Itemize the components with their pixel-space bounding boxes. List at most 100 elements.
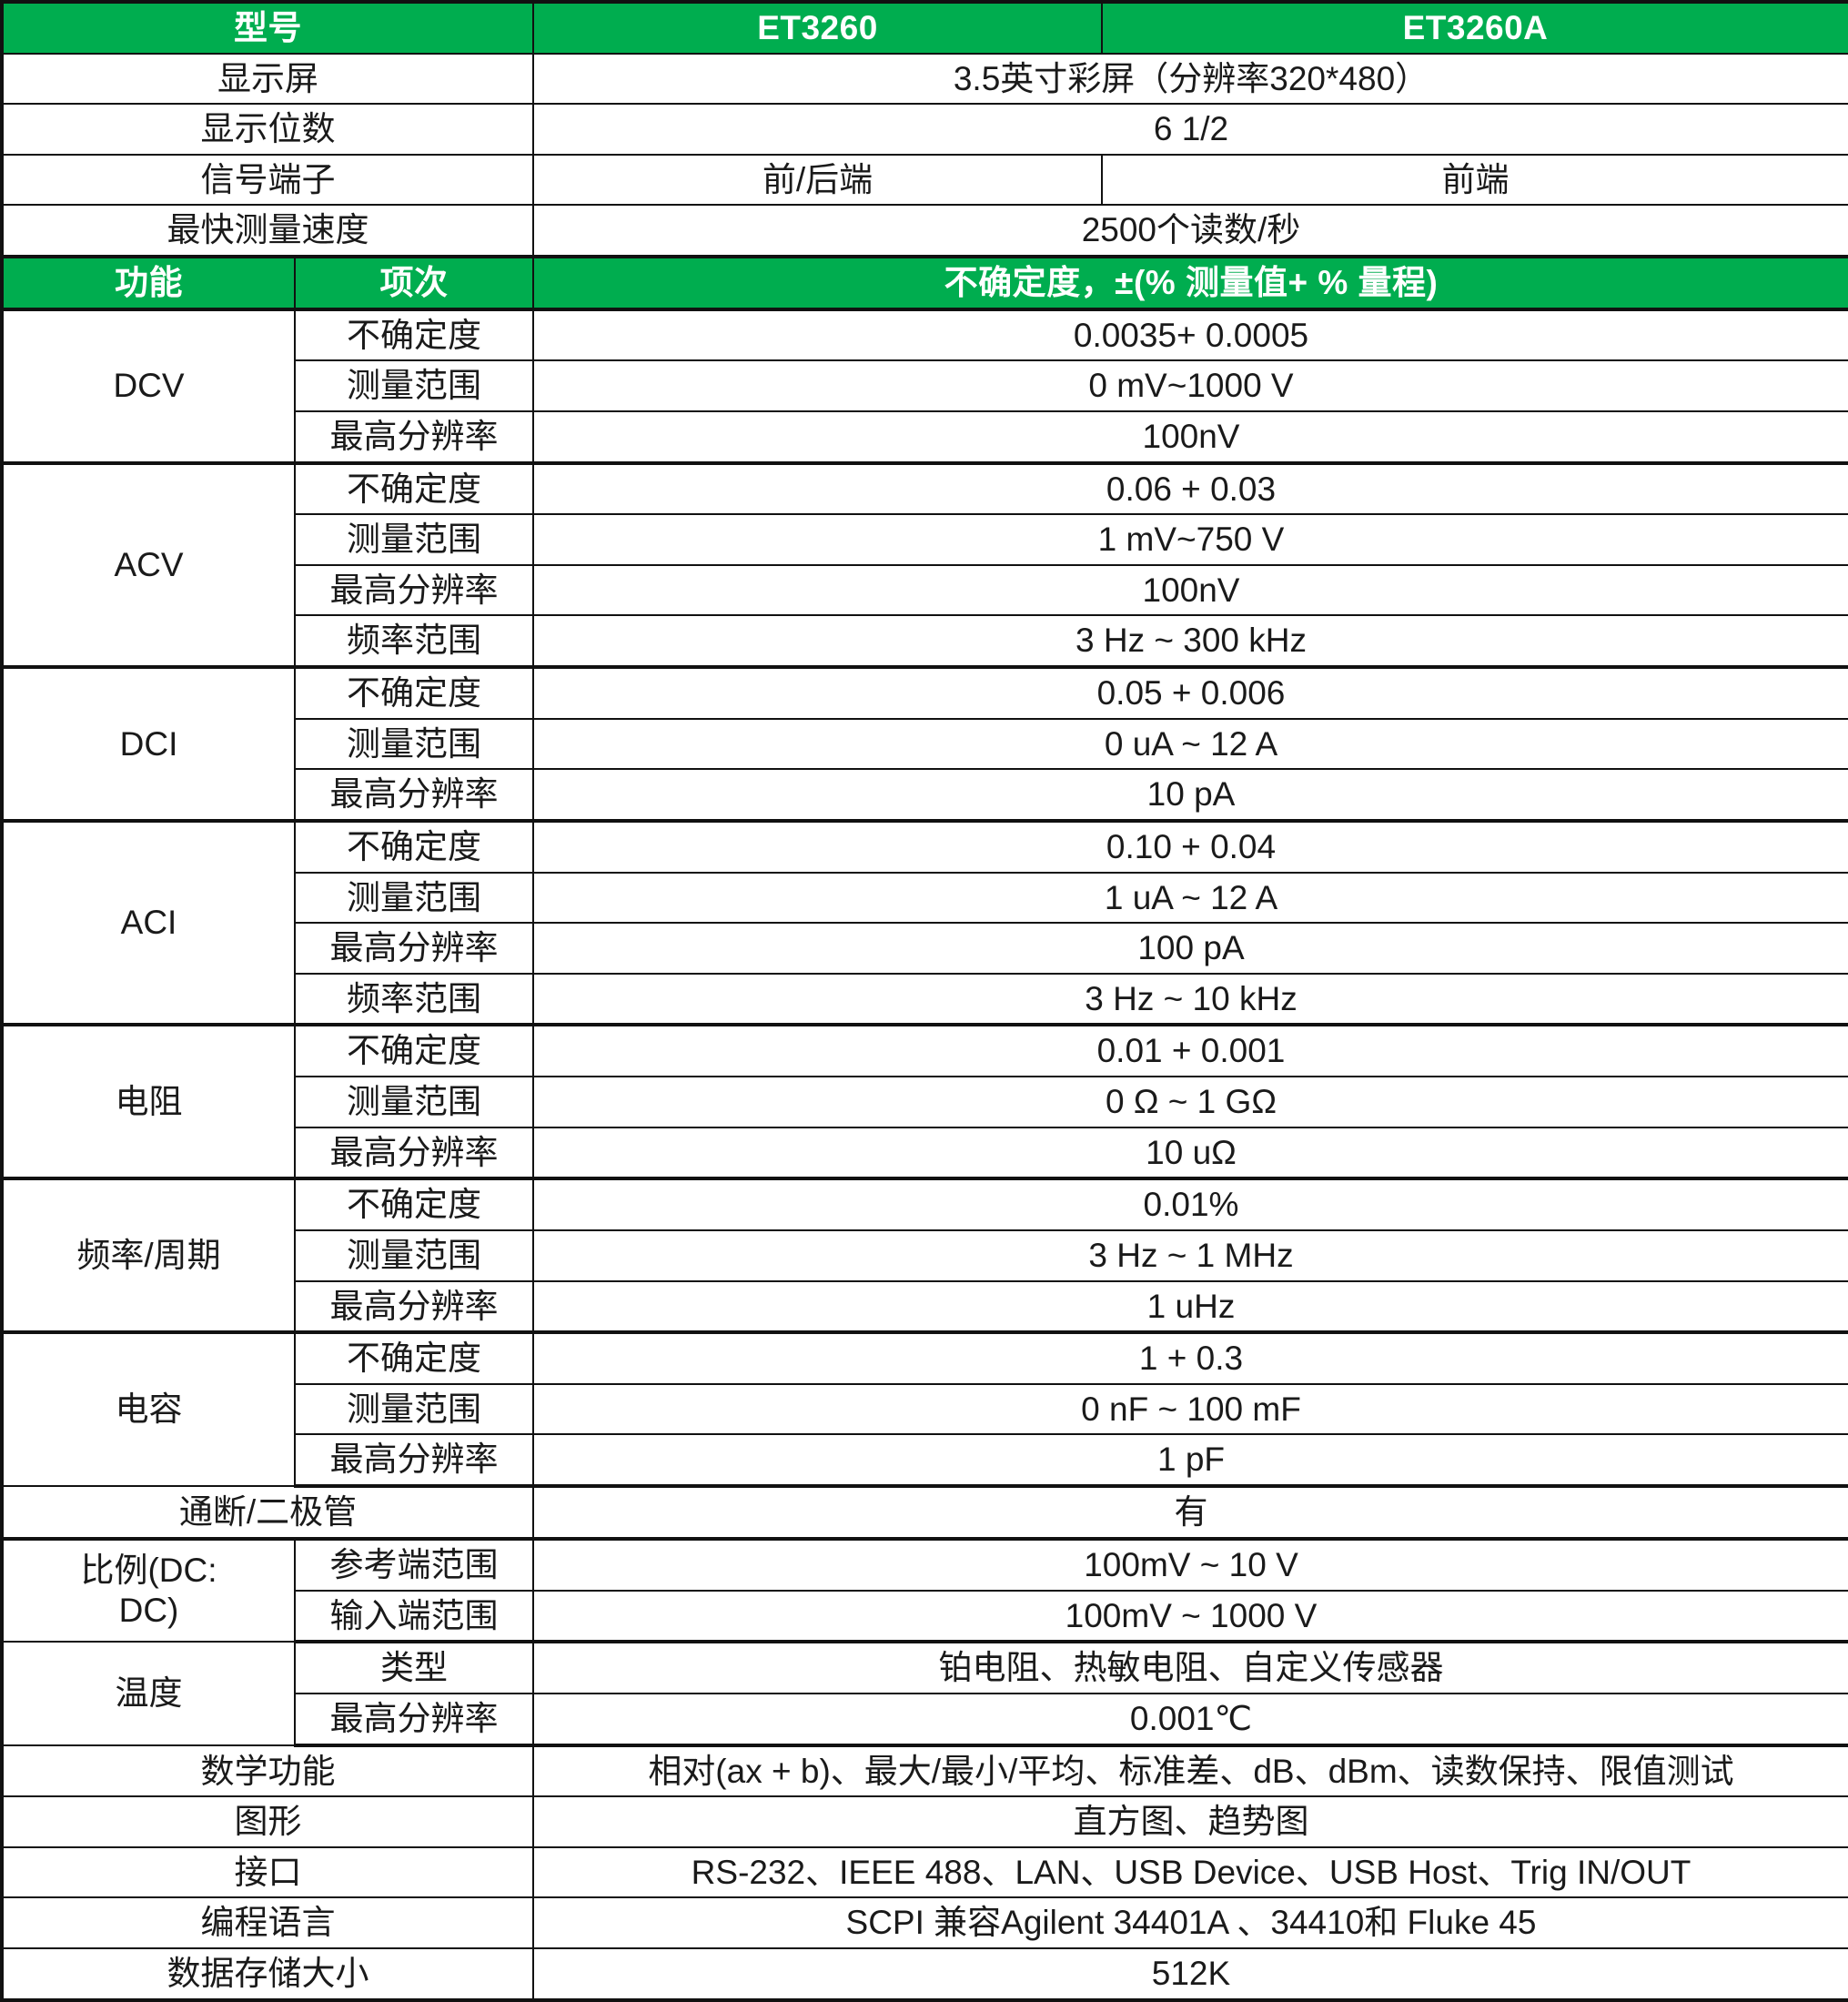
ratio-label-line2: DC) [118,1592,179,1630]
item-value: 10 uΩ [532,1126,1848,1180]
item-value: 100nV [532,410,1848,464]
row-value-data-storage: 512K [532,1946,1848,2002]
function-label-dcv: DCV [1,307,296,464]
row-value-display: 3.5英寸彩屏（分辨率320*480） [532,52,1848,106]
table-row: 电阻 不确定度 0.01 + 0.001 [1,1023,1848,1180]
spec-header-uncertainty: 不确定度，±(% 测量值+ % 量程) [532,255,1848,310]
row-label-data-storage: 数据存储大小 [1,1946,534,2002]
row-value-terminals-et3260: 前/后端 [532,153,1103,207]
item-value: 0.001℃ [532,1692,1848,1747]
item-label: 类型 [294,1641,534,1694]
item-label: 最高分辨率 [294,410,534,464]
item-label: 频率范围 [294,614,534,669]
table-row: 输入端范围 100mV ~ 1000 V [2,1589,1848,1644]
table-row: 最高分辨率 10 uΩ [2,1126,1848,1180]
table-row: 频率/周期 不确定度 0.01% [1,1177,1848,1334]
table-row-spec-header: 功能 项次 不确定度，±(% 测量值+ % 量程) [1,255,1848,310]
item-label: 不确定度 [294,1023,534,1078]
table-row-continuity-diode: 通断/二极管 有 [1,1485,1848,1541]
row-label-math-functions: 数学功能 [1,1744,534,1798]
table-row-model-header: 型号 ET3260 ET3260A [1,1,1848,55]
table-row: 最高分辨率 10 pA [2,768,1848,822]
table-row-math-functions: 数学功能 相对(ax + b)、最大/最小/平均、标准差、dB、dBm、读数保持… [1,1744,1848,1798]
table-row: 测量范围 3 Hz ~ 1 MHz [2,1229,1848,1282]
table-row-graphics: 图形 直方图、趋势图 [1,1795,1848,1848]
item-label: 不确定度 [294,1330,534,1385]
item-label: 不确定度 [294,307,534,362]
row-value-continuity-diode: 有 [532,1485,1848,1541]
item-value: 0 Ω ~ 1 GΩ [532,1076,1848,1128]
table-row-max-speed: 最快测量速度 2500个读数/秒 [1,204,1848,258]
table-row: 温度 类型 铂电阻、热敏电阻、自定义传感器 [1,1641,1848,1746]
item-value: 1 uA ~ 12 A [532,871,1848,925]
item-value: 100mV ~ 10 V [532,1537,1848,1592]
item-value: 100 pA [532,922,1848,975]
table-row: 比例(DC: DC) 参考端范围 100mV ~ 10 V [1,1537,1848,1643]
item-value: 10 pA [532,768,1848,822]
table-row: 测量范围 0 Ω ~ 1 GΩ [2,1076,1848,1128]
row-value-terminals-et3260a: 前端 [1101,153,1848,207]
table-row: DCI 不确定度 0.05 + 0.006 [1,665,1848,822]
item-label: 最高分辨率 [294,1126,534,1180]
table-row-digits: 显示位数 6 1/2 [1,103,1848,156]
item-value: 0.05 + 0.006 [532,665,1848,720]
table-row: 测量范围 1 mV~750 V [2,513,1848,566]
item-label: 不确定度 [294,665,534,720]
table-row: 最高分辨率 1 pF [2,1433,1848,1489]
function-label-frequency-period: 频率/周期 [1,1177,296,1334]
item-value: 3 Hz ~ 1 MHz [532,1229,1848,1282]
row-value-interface: RS-232、IEEE 488、LAN、USB Device、USB Host、… [532,1845,1848,1899]
spec-header-function: 功能 [1,255,296,310]
item-label: 频率范围 [294,972,534,1026]
table-row-terminals: 信号端子 前/后端 前端 [1,153,1848,207]
item-label: 测量范围 [294,871,534,925]
item-label: 最高分辨率 [294,1279,534,1334]
table-row: 频率范围 3 Hz ~ 10 kHz [2,972,1848,1026]
table-row: 电容 不确定度 1 + 0.3 [1,1330,1848,1488]
table-row: 最高分辨率 100 pA [2,922,1848,975]
item-value: 0 mV~1000 V [532,359,1848,412]
header-model-et3260: ET3260 [532,1,1103,55]
item-label: 测量范围 [294,1229,534,1282]
table-row: DCV 不确定度 0.0035+ 0.0005 [1,307,1848,464]
table-row-programming-language: 编程语言 SCPI 兼容Agilent 34401A 、34410和 Fluke… [1,1896,1848,1949]
function-label-ratio: 比例(DC: DC) [1,1537,296,1643]
item-value: 1 + 0.3 [532,1330,1848,1385]
row-value-max-speed: 2500个读数/秒 [532,204,1848,258]
item-label: 不确定度 [294,1177,534,1231]
function-label-aci: ACI [1,818,296,1026]
item-label: 最高分辨率 [294,922,534,975]
function-label-dci: DCI [1,665,296,822]
row-label-programming-language: 编程语言 [1,1896,534,1949]
row-label-interface: 接口 [1,1845,534,1899]
table-row: 最高分辨率 0.001℃ [2,1692,1848,1747]
item-label: 测量范围 [294,717,534,771]
row-label-display: 显示屏 [1,52,534,106]
item-value: 铂电阻、热敏电阻、自定义传感器 [532,1641,1848,1694]
item-label: 最高分辨率 [294,563,534,617]
item-value: 0.06 + 0.03 [532,460,1848,516]
table-row-data-storage: 数据存储大小 512K [1,1946,1848,2002]
table-row: 测量范围 1 uA ~ 12 A [2,871,1848,925]
item-value: 100mV ~ 1000 V [532,1589,1848,1644]
item-value: 0.01% [532,1177,1848,1231]
table-row: 频率范围 3 Hz ~ 300 kHz [2,614,1848,669]
table-row-interface: 接口 RS-232、IEEE 488、LAN、USB Device、USB Ho… [1,1845,1848,1899]
item-value: 0.10 + 0.04 [532,819,1848,874]
row-value-digits: 6 1/2 [532,103,1848,156]
item-label: 最高分辨率 [294,768,534,822]
table-row-display: 显示屏 3.5英寸彩屏（分辨率320*480） [1,52,1848,106]
row-label-max-speed: 最快测量速度 [1,204,534,258]
item-label: 不确定度 [294,460,534,516]
row-value-graphics: 直方图、趋势图 [532,1795,1848,1848]
function-label-acv: ACV [1,460,296,669]
row-value-math-functions: 相对(ax + b)、最大/最小/平均、标准差、dB、dBm、读数保持、限值测试 [532,1744,1848,1798]
item-value: 3 Hz ~ 10 kHz [532,972,1848,1026]
row-value-programming-language: SCPI 兼容Agilent 34401A 、34410和 Fluke 45 [532,1896,1848,1949]
function-label-temperature: 温度 [1,1641,296,1746]
item-label: 不确定度 [294,819,534,874]
item-value: 1 pF [532,1433,1848,1489]
item-value: 3 Hz ~ 300 kHz [532,614,1848,669]
item-value: 0 nF ~ 100 mF [532,1382,1848,1436]
